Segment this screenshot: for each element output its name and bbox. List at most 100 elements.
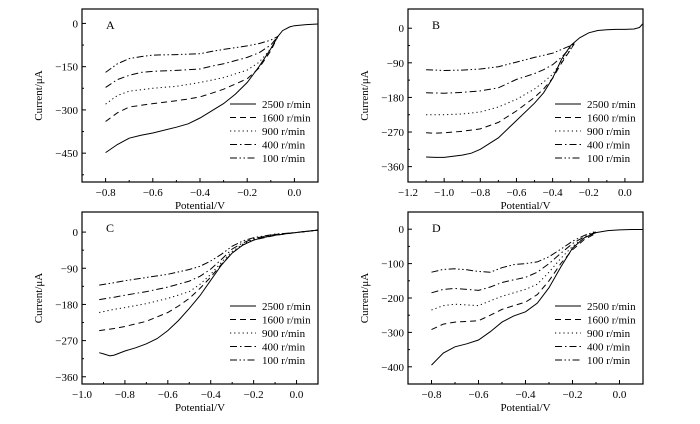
y-tick-label: −360 (55, 372, 78, 384)
x-tick-label: −0.4 (190, 187, 210, 199)
x-tick-label: −0.4 (543, 187, 563, 199)
x-tick-label: −0.4 (516, 389, 536, 401)
x-tick-label: 0.0 (613, 389, 627, 401)
series-line-1600 (426, 43, 575, 134)
x-tick-label: −1.0 (434, 187, 454, 199)
series-line-400 (105, 36, 279, 88)
legend-entry: 900 r/min (587, 126, 631, 138)
y-tick-label: −360 (381, 162, 404, 174)
legend-entry: 2500 r/min (262, 301, 311, 313)
y-tick-label: −100 (381, 259, 404, 271)
y-tick-label: −180 (55, 299, 78, 311)
y-tick-label: −300 (55, 105, 78, 117)
y-tick-label: −90 (387, 58, 405, 70)
y-tick-label: 0 (399, 23, 405, 35)
legend-entry: 1600 r/min (587, 315, 636, 327)
panel-d: −0.8 −0.6 −0.4 −0.2 0.0 0 −100 −200 −300 −400 Pote… (359, 211, 644, 414)
x-tick-label: 0.0 (290, 389, 304, 401)
y-tick-label: −150 (55, 62, 78, 74)
x-axis-label: Potential/V (175, 200, 225, 212)
y-tick-label: −200 (381, 293, 404, 305)
legend-entry: 400 r/min (587, 342, 631, 354)
y-tick-label: −300 (381, 327, 404, 339)
panel-b: −1.2 −1.0 −0.8 −0.6 −0.4 −0.2 0.0 0 −90 −180 −270 −… (359, 8, 644, 212)
legend-entry: 1600 r/min (262, 315, 311, 327)
x-axis-label: Potential/V (500, 200, 550, 212)
legend-entry: 2500 r/min (587, 99, 636, 111)
series-line-2500 (105, 23, 319, 154)
axes-frame (407, 8, 644, 183)
axes-frame (81, 211, 319, 385)
panel-c: −1.0 −0.8 −0.6 −0.4 −0.2 0.0 0 −90 −180 −270 −360 P… (33, 211, 319, 414)
series-line-900 (105, 36, 279, 105)
x-tick-label: 0.0 (618, 187, 632, 199)
y-tick-label: −90 (61, 263, 79, 275)
legend-entry: 900 r/min (587, 328, 631, 340)
y-tick-label: −450 (55, 148, 78, 160)
x-tick-label: −0.4 (201, 389, 221, 401)
series-line-100 (431, 230, 597, 273)
panel-label: C (106, 221, 114, 235)
series-line-100 (426, 43, 575, 72)
x-tick-label: −0.6 (506, 187, 526, 199)
y-tick-label: −270 (381, 127, 404, 139)
y-tick-label: 0 (73, 18, 79, 30)
series-line-400 (431, 231, 597, 294)
x-tick-label: −0.2 (563, 389, 583, 401)
x-axis-label: Potential/V (175, 402, 225, 414)
x-tick-label: 0.0 (288, 187, 302, 199)
legend-entry: 900 r/min (262, 126, 306, 138)
legend-entry: 2500 r/min (587, 301, 636, 313)
panel-a: −0.8 −0.6 −0.4 −0.2 0.0 0 −150 −300 −450 Potentia… (33, 8, 319, 212)
x-tick-label: −0.8 (115, 389, 135, 401)
legend-entry: 100 r/min (587, 153, 631, 165)
panel-label: B (432, 18, 440, 32)
y-axis-label: Current/μA (33, 70, 45, 121)
x-tick-label: −0.8 (422, 389, 442, 401)
y-tick-label: −400 (381, 362, 404, 374)
x-tick-label: −1.0 (72, 389, 92, 401)
legend-entry: 1600 r/min (587, 113, 636, 125)
legend-entry: 100 r/min (262, 355, 306, 367)
x-tick-label: −0.6 (469, 389, 489, 401)
series-line-900 (431, 232, 597, 311)
x-tick-label: −0.2 (579, 187, 599, 199)
legend-entry: 100 r/min (587, 355, 631, 367)
panel-label: D (432, 221, 441, 235)
y-tick-label: −180 (381, 92, 404, 104)
y-axis-label: Current/μA (359, 70, 371, 121)
x-tick-label: −0.2 (244, 389, 264, 401)
panel-label: A (106, 18, 115, 32)
y-axis-label: Current/μA (33, 273, 45, 324)
legend-entry: 100 r/min (262, 153, 306, 165)
series-line-400 (426, 43, 575, 94)
x-tick-label: −0.8 (470, 187, 490, 199)
legend-entry: 400 r/min (262, 140, 306, 152)
series-line-1600 (431, 232, 597, 331)
series-line-1600 (105, 36, 279, 122)
x-tick-label: −1.2 (398, 187, 418, 199)
legend-entry: 400 r/min (587, 140, 631, 152)
series-line-2500 (426, 23, 644, 158)
x-tick-label: −0.6 (158, 389, 178, 401)
x-axis-label: Potential/V (500, 402, 550, 414)
series-line-2500 (431, 229, 643, 366)
legend-entry: 900 r/min (262, 328, 306, 340)
y-tick-label: −270 (55, 336, 78, 348)
y-axis-label: Current/μA (359, 273, 371, 324)
legend-entry: 1600 r/min (262, 113, 311, 125)
series-line-100 (105, 35, 279, 73)
x-tick-label: −0.2 (237, 187, 257, 199)
y-tick-label: 0 (73, 227, 79, 239)
x-tick-label: −0.8 (96, 187, 116, 199)
series-line-400 (99, 229, 319, 301)
y-tick-label: 0 (399, 224, 405, 236)
legend-entry: 400 r/min (262, 342, 306, 354)
series-line-1600 (99, 229, 319, 332)
legend-entry: 2500 r/min (262, 99, 311, 111)
